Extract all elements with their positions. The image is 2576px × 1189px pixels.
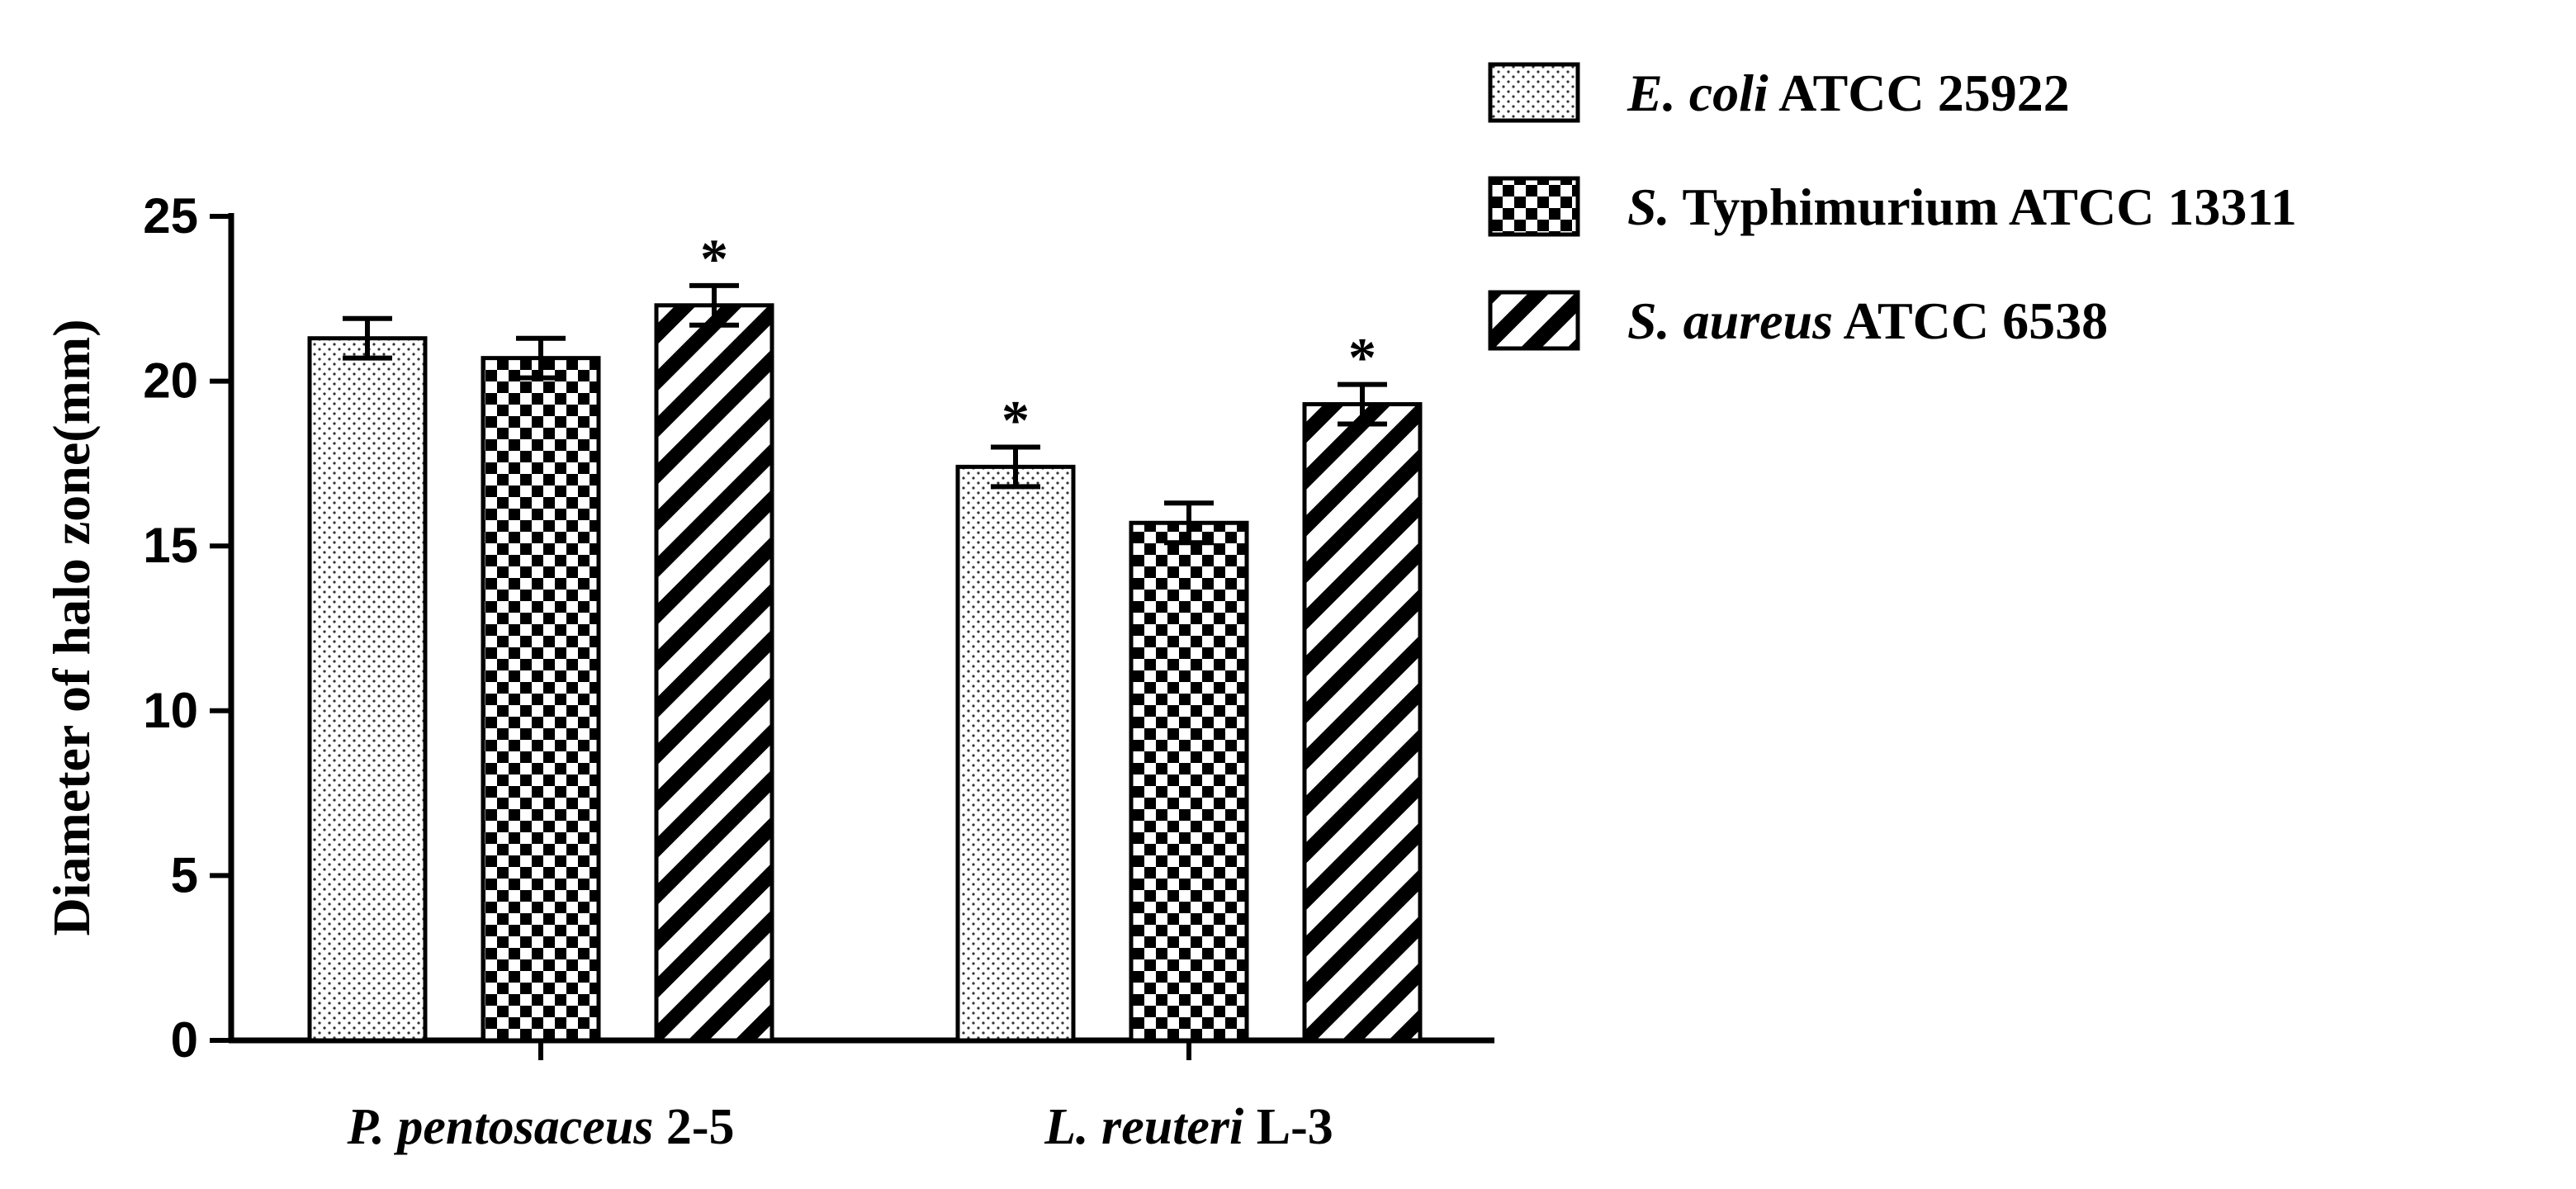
y-tick-label: 25 (143, 188, 198, 244)
x-category-suffix: L-3 (1243, 1099, 1333, 1155)
x-labels: P. pentosaceus 2-5 L. reuteri L-3 (346, 1099, 1333, 1155)
y-tick-label: 10 (143, 683, 198, 738)
x-category-suffix: 2-5 (653, 1099, 734, 1155)
legend-swatch (1488, 290, 1580, 351)
x-category-label: L. reuteri L-3 (1044, 1099, 1333, 1155)
bar (654, 303, 774, 1043)
legend-suffix: Typhimurium ATCC 13311 (1670, 178, 2297, 236)
legend-entry: S. aureus ATCC 6538 (1627, 291, 2108, 350)
legend-italic: S. (1627, 178, 1670, 236)
legend-swatch (1488, 62, 1580, 123)
y-tick-label: 0 (171, 1012, 198, 1068)
bars: * * * (307, 227, 1423, 1043)
y-tick-label: 15 (143, 518, 198, 573)
legend-entry: S. Typhimurium ATCC 13311 (1627, 178, 2297, 236)
legend-entry: E. coli ATCC 25922 (1627, 64, 2070, 122)
bar (1129, 520, 1249, 1043)
bar (307, 336, 428, 1043)
legend-italic: S. aureus (1627, 291, 1833, 350)
bar (1302, 402, 1423, 1043)
y-tick-label: 20 (143, 353, 198, 409)
x-category-italic: P. pentosaceus (346, 1099, 653, 1155)
bar (481, 356, 601, 1043)
x-category-italic: L. reuteri (1044, 1099, 1243, 1155)
legend-italic: E. coli (1627, 64, 1769, 122)
significance-mark: * (1348, 326, 1376, 389)
axes (228, 213, 1494, 1060)
significance-mark: * (1002, 388, 1030, 451)
y-tick-label: 5 (171, 847, 198, 902)
legend-swatch (1488, 176, 1580, 237)
x-category-label: P. pentosaceus 2-5 (346, 1099, 734, 1155)
legend-suffix: ATCC 25922 (1769, 64, 2070, 122)
y-axis-label: Diameter of halo zone(mm) (42, 319, 101, 936)
y-ticks: 0 5 10 15 20 25 (143, 188, 231, 1068)
bar (955, 464, 1076, 1043)
significance-mark: * (700, 227, 728, 290)
legend: E. coli ATCC 25922 S. Typhimurium ATCC 13… (1488, 62, 2297, 351)
legend-suffix: ATCC 6538 (1833, 291, 2108, 350)
